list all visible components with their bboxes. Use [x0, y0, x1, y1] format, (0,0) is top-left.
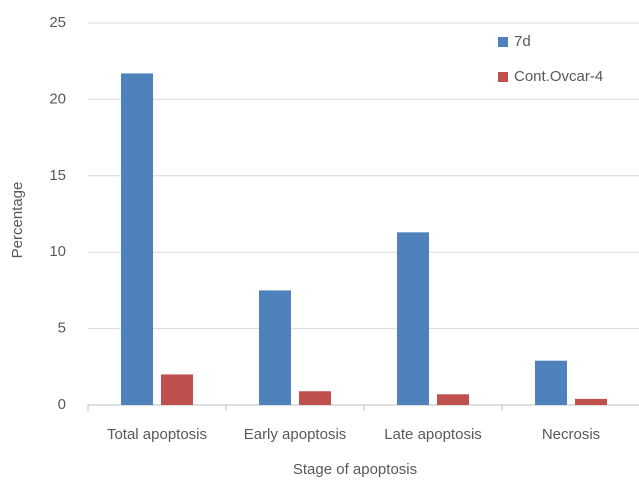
y-tick-label: 25 — [49, 14, 66, 31]
x-tick-label: Early apoptosis — [244, 426, 347, 443]
legend-swatch — [498, 72, 508, 82]
y-tick-label: 0 — [58, 396, 66, 413]
y-tick-label: 10 — [49, 243, 66, 260]
bar — [161, 374, 193, 405]
legend-label: Cont.Ovcar-4 — [514, 68, 603, 85]
bar — [121, 73, 153, 405]
x-tick-label: Late apoptosis — [384, 426, 482, 443]
bar — [535, 360, 567, 405]
y-tick-label: 5 — [58, 320, 66, 337]
x-tick-label: Total apoptosis — [107, 426, 207, 443]
x-tick-label: Necrosis — [542, 426, 600, 443]
legend-label: 7d — [514, 33, 531, 50]
legend-swatch — [498, 37, 508, 47]
bar — [437, 394, 469, 405]
bar — [299, 391, 331, 405]
bar — [575, 398, 607, 405]
y-tick-label: 20 — [49, 90, 66, 107]
bar — [397, 232, 429, 405]
y-axis-label: Percentage — [9, 182, 26, 259]
y-tick-label: 15 — [49, 167, 66, 184]
x-axis-label: Stage of apoptosis — [293, 461, 417, 478]
bar — [259, 290, 291, 405]
